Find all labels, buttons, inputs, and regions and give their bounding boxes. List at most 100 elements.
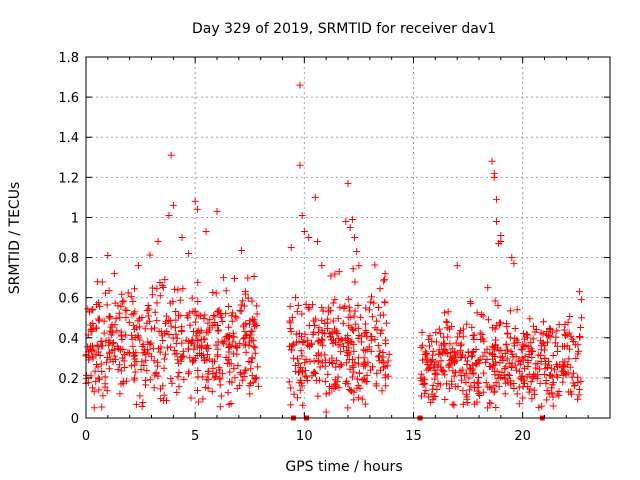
data-point — [100, 317, 108, 325]
data-point — [240, 321, 248, 329]
data-point — [454, 383, 462, 391]
data-point — [547, 372, 555, 380]
data-point — [526, 315, 534, 323]
data-point — [575, 288, 583, 296]
data-point — [252, 375, 260, 383]
data-point — [229, 329, 237, 337]
data-point — [361, 347, 369, 355]
data-point — [376, 329, 384, 337]
data-point — [468, 348, 476, 356]
data-point — [425, 335, 433, 343]
data-point — [350, 312, 358, 320]
data-point — [114, 366, 122, 374]
data-point — [345, 322, 353, 330]
data-point — [486, 363, 494, 371]
data-point — [509, 353, 517, 361]
data-point — [151, 324, 159, 332]
data-point — [297, 379, 305, 387]
data-point — [507, 363, 515, 371]
data-point — [143, 306, 151, 314]
data-point — [371, 261, 379, 269]
data-point — [529, 347, 537, 355]
data-point — [459, 387, 467, 395]
data-point — [128, 311, 136, 319]
data-point — [334, 329, 342, 337]
data-point — [147, 339, 155, 347]
data-point — [173, 389, 181, 397]
data-point — [286, 302, 294, 310]
data-point — [185, 250, 193, 258]
data-point — [549, 352, 557, 360]
data-point — [116, 390, 124, 398]
data-point — [549, 402, 557, 410]
data-point — [326, 306, 334, 314]
data-point — [355, 369, 363, 377]
data-point — [463, 360, 471, 368]
data-point — [361, 358, 369, 366]
data-point — [523, 330, 531, 338]
y-tick-label: 0.8 — [58, 252, 79, 267]
data-point — [237, 301, 245, 309]
data-point — [342, 359, 350, 367]
data-point — [149, 291, 157, 299]
data-point — [529, 335, 537, 343]
data-point — [354, 325, 362, 333]
data-point — [425, 393, 433, 401]
data-point — [352, 320, 360, 328]
data-point — [292, 367, 300, 375]
data-point — [95, 386, 103, 394]
data-point — [148, 284, 156, 292]
data-point — [252, 374, 260, 382]
data-point — [459, 325, 467, 333]
data-point — [180, 376, 188, 384]
data-point — [303, 377, 311, 385]
data-point — [136, 336, 144, 344]
data-point — [92, 378, 100, 386]
data-point — [515, 400, 523, 408]
data-point — [429, 351, 437, 359]
data-point — [132, 400, 140, 408]
data-point — [287, 244, 295, 252]
data-point — [361, 320, 369, 328]
data-point — [121, 306, 129, 314]
data-point — [366, 298, 374, 306]
data-point — [138, 358, 146, 366]
data-point — [345, 295, 353, 303]
data-point — [563, 342, 571, 350]
data-point — [487, 399, 495, 407]
y-axis-label: SRMTID / TECUs — [7, 182, 23, 295]
data-point — [494, 302, 502, 310]
data-point — [286, 342, 294, 350]
data-point — [437, 330, 445, 338]
chart-title: Day 329 of 2019, SRMTID for receiver dav… — [192, 21, 496, 37]
data-point — [246, 331, 254, 339]
data-point — [473, 398, 481, 406]
data-point — [231, 374, 239, 382]
data-point — [143, 367, 151, 375]
data-point — [463, 320, 471, 328]
data-point — [222, 287, 230, 295]
data-point — [287, 328, 295, 336]
data-point — [334, 341, 342, 349]
data-point — [188, 358, 196, 366]
data-point — [304, 303, 312, 311]
data-point — [445, 361, 453, 369]
data-point — [301, 359, 309, 367]
data-point — [209, 288, 217, 296]
data-point — [241, 328, 249, 336]
data-point — [319, 307, 327, 315]
data-point — [422, 358, 430, 366]
data-point — [128, 331, 136, 339]
data-point — [547, 384, 555, 392]
data-point — [574, 395, 582, 403]
data-point — [288, 346, 296, 354]
data-point — [530, 386, 538, 394]
data-point — [89, 342, 97, 350]
data-point — [193, 205, 201, 213]
data-point — [216, 366, 224, 374]
data-point — [225, 323, 233, 331]
data-point — [99, 392, 107, 400]
data-point — [431, 366, 439, 374]
data-point — [318, 317, 326, 325]
data-point — [292, 330, 300, 338]
